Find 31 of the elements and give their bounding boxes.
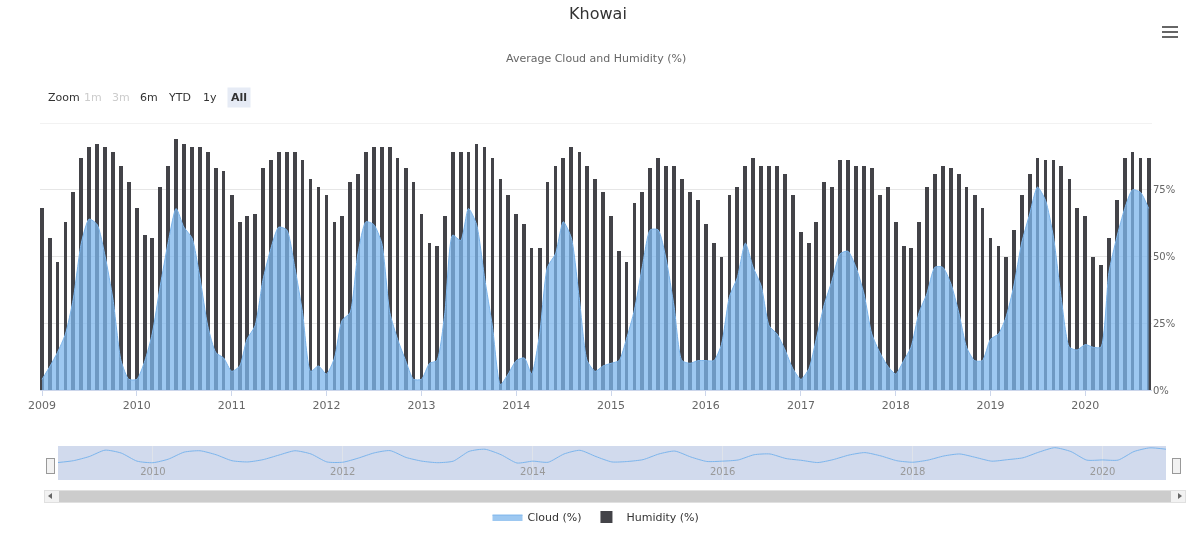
x-tick-label: 2018 [881,399,910,413]
text: YTD [168,91,191,104]
legend-label: Cloud (%) [527,511,582,525]
x-tick-label: 2017 [786,399,815,413]
x-tick-label: 2009 [28,399,57,413]
y-tick-label: 0% [1153,384,1169,396]
y-tick-label: 50% [1153,251,1176,262]
x-tick-label: 2012 [330,466,356,477]
x-tick-label: 2014 [520,466,546,477]
x-tick-label: 2010 [140,466,166,477]
x-tick-label: 2014 [502,399,531,413]
text: 6m [140,91,158,104]
x-tick-label: 2020 [1071,399,1100,413]
y-tick-label: 25% [1153,317,1176,329]
x-tick-label: 2013 [407,399,436,413]
x-tick-label: 2015 [597,399,626,413]
x-tick-label: 2020 [1089,466,1116,477]
x-tick-label: 2012 [312,399,341,413]
chart-title: Khowai [569,4,627,24]
text: Zoom [48,91,80,104]
x-tick-label: 2018 [900,466,926,477]
text: 1y [203,91,217,104]
x-tick-label: 2019 [976,399,1005,413]
x-tick-label: 2010 [122,399,151,413]
text: All [231,91,248,104]
x-tick-label: 2016 [709,466,736,477]
chart-subtitle: Average Cloud and Humidity (%) [506,52,687,65]
y-tick-label: 75% [1153,184,1176,196]
legend-label: Humidity (%) [626,511,699,525]
x-tick-label: 2011 [217,399,246,413]
x-tick-label: 2016 [691,399,720,413]
